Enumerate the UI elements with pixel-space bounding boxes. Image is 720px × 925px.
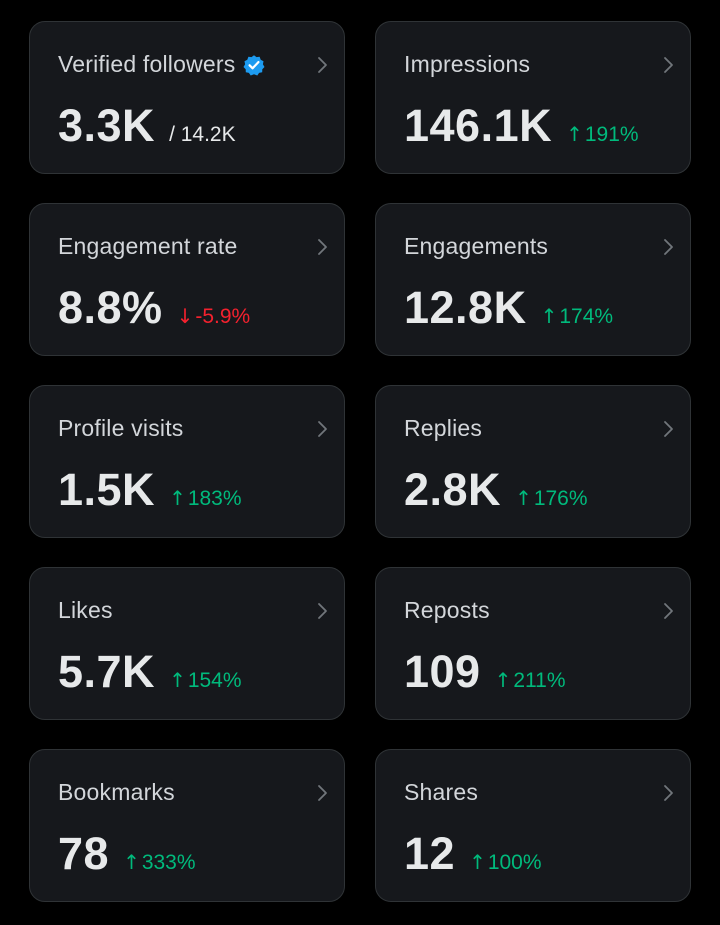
- metric-value: 109: [404, 646, 481, 697]
- card-impressions[interactable]: Impressions 146.1K ↑ 191%: [375, 21, 691, 174]
- value-row: 12 ↑ 100%: [404, 828, 542, 880]
- arrow-up-icon: ↑: [469, 850, 486, 874]
- card-title-wrap: Verified followers: [58, 51, 265, 78]
- chevron-right-icon: [664, 785, 673, 801]
- value-row: 3.3K / 14.2K: [58, 100, 236, 152]
- metric-value: 3.3K: [58, 100, 156, 151]
- change-percent: 183%: [187, 487, 242, 510]
- card-title: Likes: [58, 597, 113, 623]
- change-percent: 154%: [187, 669, 242, 692]
- card-shares[interactable]: Shares 12 ↑ 100%: [375, 749, 691, 902]
- chevron-right-icon: [318, 239, 327, 255]
- arrow-up-icon: ↑: [566, 122, 583, 146]
- card-title: Impressions: [404, 51, 531, 77]
- metric-total: / 14.2K: [169, 123, 236, 146]
- card-title: Shares: [404, 779, 479, 805]
- metric-value: 8.8%: [58, 282, 163, 333]
- value-row: 5.7K ↑ 154%: [58, 646, 242, 698]
- analytics-grid: Verified followers 3.3K / 14.2K Impressi…: [29, 21, 691, 902]
- change-badge: ↑ 174%: [541, 304, 613, 329]
- card-title: Replies: [404, 415, 483, 441]
- arrow-up-icon: ↑: [169, 668, 186, 692]
- card-title: Bookmarks: [58, 779, 175, 805]
- card-likes[interactable]: Likes 5.7K ↑ 154%: [29, 567, 345, 720]
- card-title: Reposts: [404, 597, 490, 623]
- card-title: Verified followers: [58, 51, 236, 77]
- change-percent: 100%: [487, 851, 542, 874]
- arrow-up-icon: ↑: [540, 304, 558, 328]
- arrow-down-icon: ↓: [176, 304, 194, 328]
- change-badge: ↑ 191%: [566, 122, 638, 147]
- card-replies[interactable]: Replies 2.8K ↑ 176%: [375, 385, 691, 538]
- arrow-up-icon: ↑: [515, 486, 532, 510]
- metric-value: 5.7K: [58, 646, 156, 697]
- card-reposts[interactable]: Reposts 109 ↑ 211%: [375, 567, 691, 720]
- change-percent: 333%: [141, 851, 196, 874]
- value-row: 146.1K ↑ 191%: [404, 100, 639, 152]
- card-title: Engagements: [404, 233, 549, 259]
- change-badge: ↑ 154%: [169, 668, 241, 693]
- chevron-right-icon: [664, 239, 673, 255]
- metric-value: 12.8K: [404, 282, 527, 333]
- change-badge: ↑ 176%: [515, 486, 587, 511]
- card-profile-visits[interactable]: Profile visits 1.5K ↑ 183%: [29, 385, 345, 538]
- change-badge: ↓ -5.9%: [177, 304, 251, 329]
- chevron-right-icon: [664, 57, 673, 73]
- metric-value: 78: [58, 828, 110, 879]
- change-badge: ↑ 183%: [169, 486, 241, 511]
- arrow-up-icon: ↑: [494, 668, 512, 692]
- value-row: 8.8% ↓ -5.9%: [58, 282, 250, 334]
- metric-value: 2.8K: [404, 464, 502, 515]
- chevron-right-icon: [318, 785, 327, 801]
- card-title: Profile visits: [58, 415, 184, 441]
- value-row: 12.8K ↑ 174%: [404, 282, 613, 334]
- arrow-up-icon: ↑: [169, 486, 186, 510]
- value-row: 2.8K ↑ 176%: [404, 464, 588, 516]
- metric-value: 1.5K: [58, 464, 156, 515]
- change-percent: 174%: [559, 305, 614, 328]
- chevron-right-icon: [664, 603, 673, 619]
- card-engagement-rate[interactable]: Engagement rate 8.8% ↓ -5.9%: [29, 203, 345, 356]
- arrow-up-icon: ↑: [123, 850, 140, 874]
- change-badge: ↑ 211%: [495, 668, 566, 693]
- chevron-right-icon: [318, 57, 327, 73]
- verified-badge-icon: [243, 54, 265, 75]
- change-badge: ↑ 333%: [123, 850, 195, 875]
- change-percent: 176%: [533, 487, 588, 510]
- card-engagements[interactable]: Engagements 12.8K ↑ 174%: [375, 203, 691, 356]
- metric-value: 12: [404, 828, 456, 879]
- change-percent: -5.9%: [195, 305, 251, 328]
- value-row: 1.5K ↑ 183%: [58, 464, 242, 516]
- metric-value: 146.1K: [404, 100, 553, 151]
- card-verified-followers[interactable]: Verified followers 3.3K / 14.2K: [29, 21, 345, 174]
- value-row: 109 ↑ 211%: [404, 646, 566, 698]
- chevron-right-icon: [318, 603, 327, 619]
- change-badge: ↑ 100%: [469, 850, 541, 875]
- card-bookmarks[interactable]: Bookmarks 78 ↑ 333%: [29, 749, 345, 902]
- chevron-right-icon: [318, 421, 327, 437]
- card-title: Engagement rate: [58, 233, 238, 259]
- change-percent: 211%: [513, 669, 566, 692]
- value-row: 78 ↑ 333%: [58, 828, 196, 880]
- chevron-right-icon: [664, 421, 673, 437]
- change-percent: 191%: [584, 123, 639, 146]
